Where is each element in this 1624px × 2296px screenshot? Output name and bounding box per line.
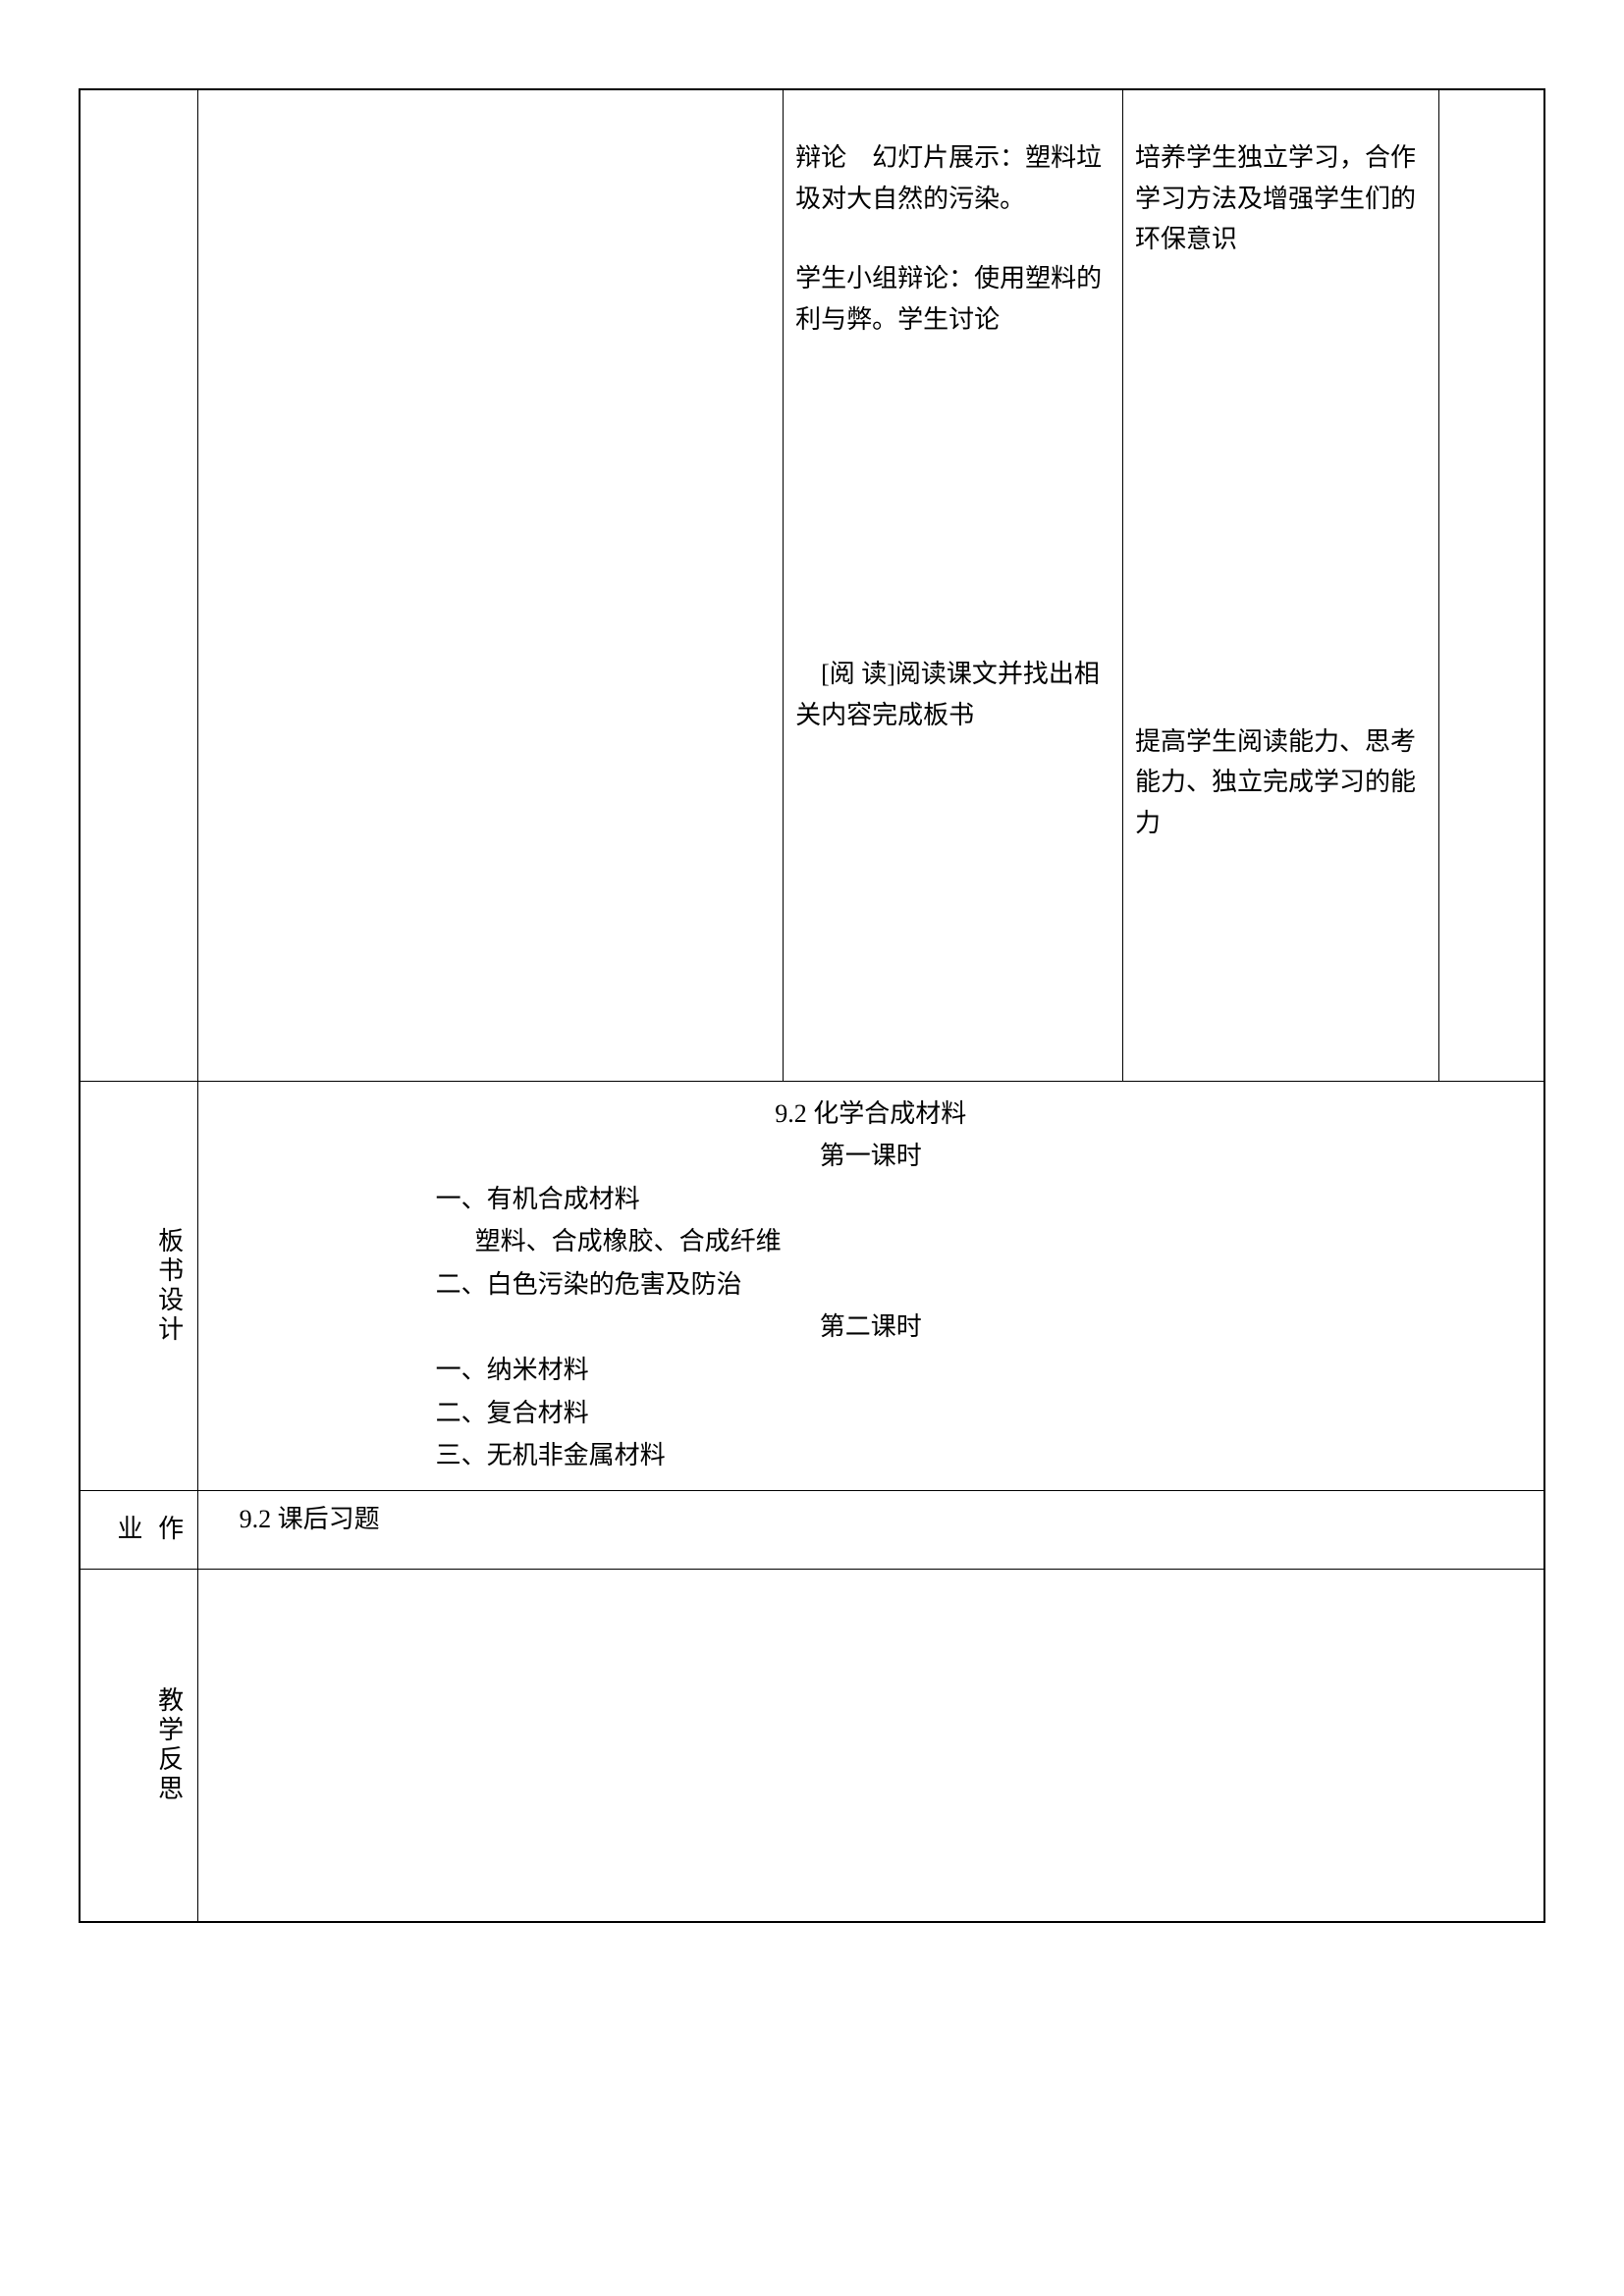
header-board-design: 板书设计	[80, 1081, 197, 1490]
bd-line6: 三、无机非金属材料	[210, 1435, 1532, 1476]
bd-subtitle2: 第二课时	[210, 1307, 1532, 1348]
header-homework: 作业	[80, 1490, 197, 1569]
r1c-p3: [阅 读]阅读课文并找出相关内容完成板书	[795, 654, 1110, 735]
bd-subtitle1: 第一课时	[210, 1136, 1532, 1177]
r1d-p1: 培养学生独立学习，合作学习方法及增强学生们的环保意识	[1135, 137, 1427, 260]
r1d-p2: 提高学生阅读能力、思考能力、独立完成学习的能力	[1135, 721, 1427, 844]
homework-text: 9.2 课后习题	[210, 1499, 1532, 1540]
cell-r1-d: 培养学生独立学习，合作学习方法及增强学生们的环保意识 提高学生阅读能力、思考能力…	[1123, 89, 1439, 1081]
row-board-design: 板书设计 9.2 化学合成材料 第一课时 一、有机合成材料 塑料、合成橡胶、合成…	[80, 1081, 1544, 1490]
bd-line2: 塑料、合成橡胶、合成纤维	[210, 1221, 1532, 1262]
cell-reflection-content	[197, 1569, 1544, 1922]
bd-line1: 一、有机合成材料	[210, 1179, 1532, 1220]
bd-line4: 一、纳米材料	[210, 1350, 1532, 1391]
header-reflection: 教学反思	[80, 1569, 197, 1922]
bd-line5: 二、复合材料	[210, 1393, 1532, 1434]
lesson-plan-table: 辩论 幻灯片展示：塑料垃圾对大自然的污染。 学生小组辩论：使用塑料的利与弊。学生…	[79, 88, 1545, 1923]
row-main-content: 辩论 幻灯片展示：塑料垃圾对大自然的污染。 学生小组辩论：使用塑料的利与弊。学生…	[80, 89, 1544, 1081]
cell-r1-e	[1439, 89, 1544, 1081]
row-homework: 作业 9.2 课后习题	[80, 1490, 1544, 1569]
cell-homework-content: 9.2 课后习题	[197, 1490, 1544, 1569]
bd-line3: 二、白色污染的危害及防治	[210, 1264, 1532, 1306]
cell-r1-c: 辩论 幻灯片展示：塑料垃圾对大自然的污染。 学生小组辩论：使用塑料的利与弊。学生…	[784, 89, 1123, 1081]
cell-r1-a	[80, 89, 197, 1081]
r1c-p2: 学生小组辩论：使用塑料的利与弊。学生讨论	[795, 258, 1110, 340]
row-teaching-reflection: 教学反思	[80, 1569, 1544, 1922]
bd-title: 9.2 化学合成材料	[210, 1094, 1532, 1135]
cell-r1-b	[197, 89, 783, 1081]
r1c-p1: 辩论 幻灯片展示：塑料垃圾对大自然的污染。	[795, 137, 1110, 219]
cell-board-design-content: 9.2 化学合成材料 第一课时 一、有机合成材料 塑料、合成橡胶、合成纤维 二、…	[197, 1081, 1544, 1490]
